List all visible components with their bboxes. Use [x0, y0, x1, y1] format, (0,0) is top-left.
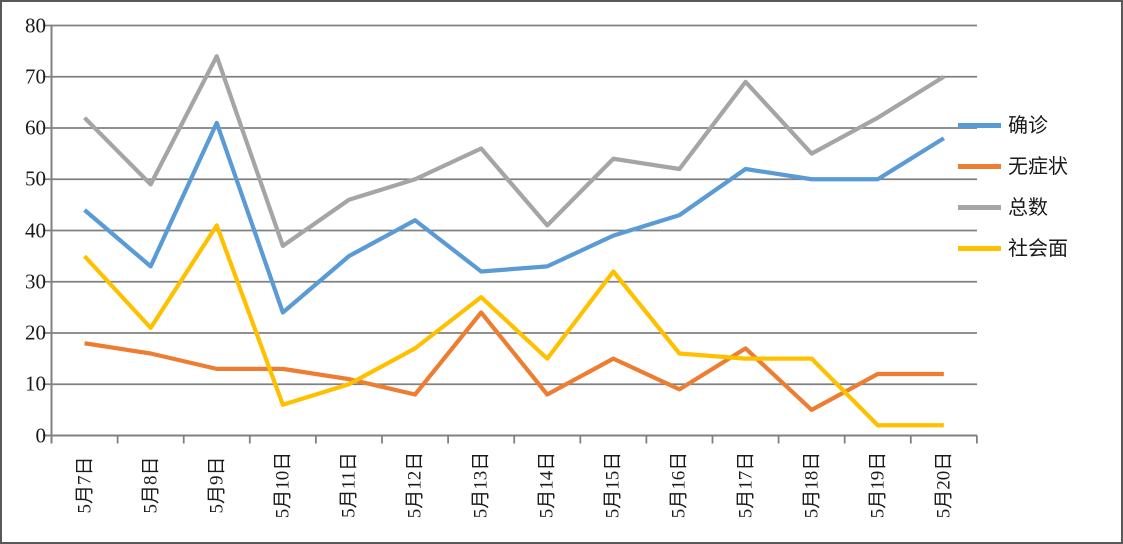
series-line-asymptomatic — [84, 310, 944, 412]
y-tick-label-0: 0 — [35, 423, 47, 447]
y-tick-label-50: 50 — [25, 166, 46, 191]
series-line-confirmed — [83, 120, 945, 315]
x-tick-label-9: 5月15日 — [602, 451, 624, 519]
y-tick-label-40: 40 — [25, 218, 46, 242]
y-tick-label-80: 80 — [25, 13, 46, 37]
x-tick-label-7: 5月13日 — [470, 451, 492, 519]
x-tick-label-10: 5月16日 — [668, 451, 690, 519]
series-line-community — [83, 223, 944, 428]
legend-label-confirmed: 确诊 — [1008, 114, 1048, 137]
legend-label-community: 社会面 — [1008, 237, 1068, 260]
legend: 确诊 无症状 总数 社会面 — [958, 105, 1068, 269]
legend-item-asymptomatic: 无症状 — [958, 146, 1068, 187]
total-line-swatch — [958, 205, 1001, 210]
confirmed-line-swatch — [958, 123, 1001, 128]
community-line-swatch — [958, 246, 1001, 251]
legend-label-total: 总数 — [1008, 196, 1048, 219]
x-tick-label-3: 5月9日 — [206, 456, 228, 514]
x-tick-label-6: 5月12日 — [404, 451, 426, 519]
asymptomatic-line-swatch — [958, 164, 1001, 169]
x-tick-label-5: 5月11日 — [338, 452, 360, 518]
x-tick-label-1: 5月7日 — [74, 456, 96, 514]
legend-label-asymptomatic: 无症状 — [1008, 155, 1068, 178]
y-tick-label-20: 20 — [25, 320, 46, 345]
legend-item-confirmed: 确诊 — [958, 105, 1068, 146]
x-tick-label-2: 5月8日 — [140, 456, 162, 514]
series-line-total — [83, 54, 945, 248]
x-tick-label-13: 5月19日 — [867, 451, 889, 519]
x-tick-label-14: 5月20日 — [933, 451, 955, 519]
x-tick-label-4: 5月10日 — [272, 451, 294, 519]
x-tick-label-8: 5月14日 — [536, 451, 558, 519]
x-tick-label-12: 5月18日 — [801, 451, 823, 519]
y-tick-label-30: 30 — [25, 269, 46, 294]
y-tick-label-70: 70 — [25, 64, 46, 89]
x-tick-label-11: 5月17日 — [735, 451, 757, 519]
legend-item-community: 社会面 — [958, 228, 1068, 269]
y-tick-label-60: 60 — [25, 115, 46, 140]
legend-item-total: 总数 — [958, 187, 1068, 228]
y-tick-label-10: 10 — [25, 371, 46, 396]
